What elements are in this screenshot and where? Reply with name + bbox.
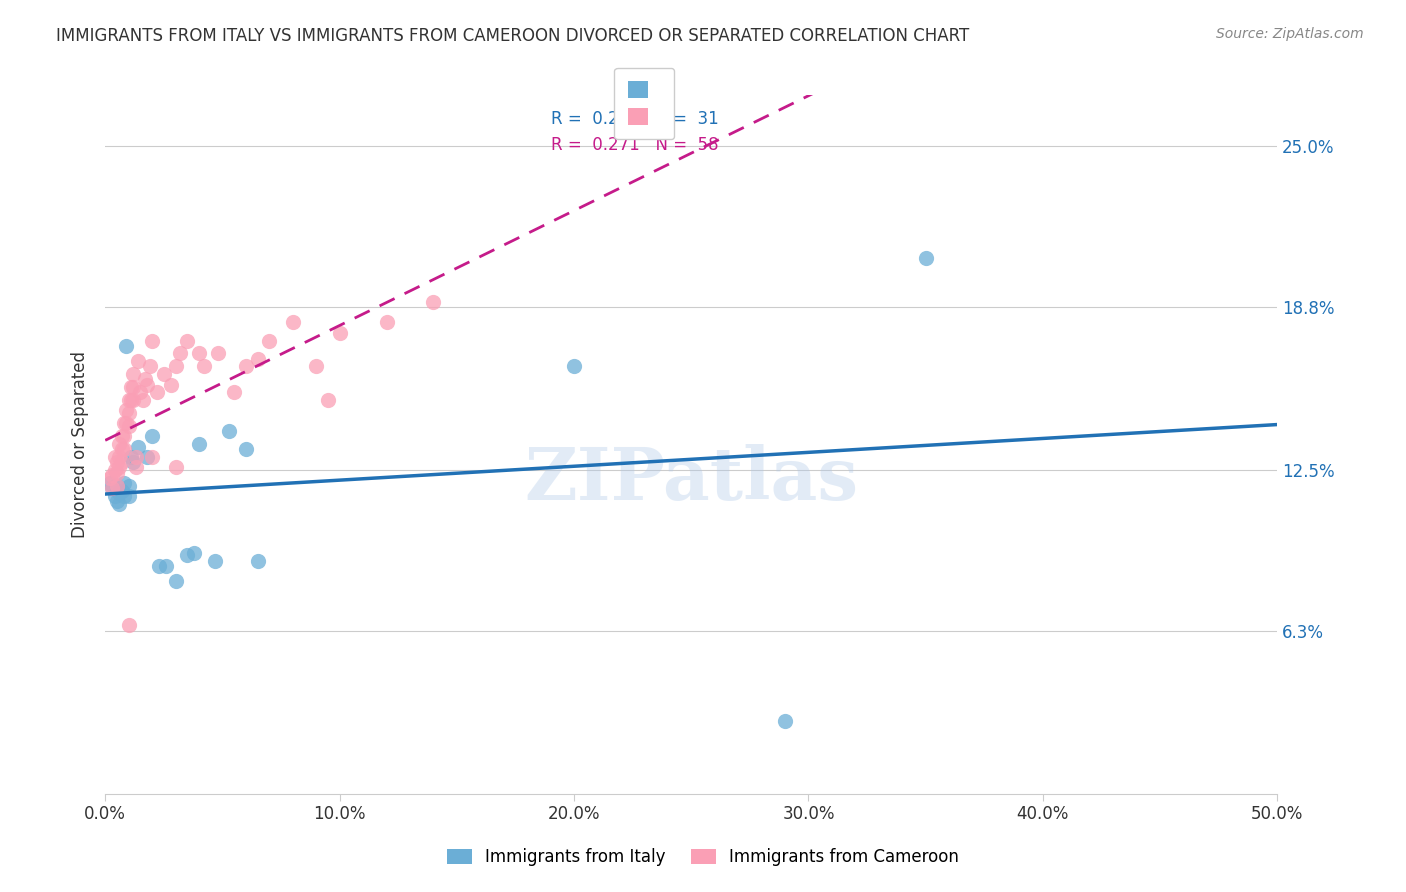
Point <box>108 497 131 511</box>
Point <box>165 359 187 374</box>
Point <box>127 440 149 454</box>
Point <box>118 419 141 434</box>
Point <box>136 450 159 464</box>
Point <box>115 403 138 417</box>
Point <box>146 385 169 400</box>
Point <box>281 315 304 329</box>
Point <box>103 450 125 464</box>
Point <box>111 455 134 469</box>
Point <box>141 429 163 443</box>
Point <box>141 450 163 464</box>
Point <box>103 489 125 503</box>
Point <box>134 372 156 386</box>
Point <box>112 489 135 503</box>
Point <box>112 475 135 490</box>
Point <box>105 478 128 492</box>
Point <box>105 494 128 508</box>
Point <box>155 558 177 573</box>
Point <box>105 455 128 469</box>
Text: R =  0.245   N =  31: R = 0.245 N = 31 <box>551 110 718 128</box>
Point <box>122 455 145 469</box>
Point <box>165 574 187 589</box>
Point <box>122 393 145 408</box>
Point <box>204 554 226 568</box>
Point <box>120 450 142 464</box>
Point <box>103 463 125 477</box>
Point <box>118 406 141 420</box>
Point <box>193 359 215 374</box>
Point <box>141 334 163 348</box>
Point <box>375 315 398 329</box>
Legend: , : , <box>614 68 675 139</box>
Point <box>101 468 124 483</box>
Point <box>101 481 124 495</box>
Point <box>112 417 135 431</box>
Text: R =  0.271   N =  58: R = 0.271 N = 58 <box>551 136 718 153</box>
Point <box>329 326 352 340</box>
Point <box>246 351 269 366</box>
Point <box>246 554 269 568</box>
Point <box>224 385 246 400</box>
Point <box>105 478 128 492</box>
Point <box>101 481 124 495</box>
Point <box>122 380 145 394</box>
Text: Source: ZipAtlas.com: Source: ZipAtlas.com <box>1216 27 1364 41</box>
Point <box>207 346 229 360</box>
Point <box>235 359 257 374</box>
Point <box>218 424 240 438</box>
Point <box>165 460 187 475</box>
Point <box>118 618 141 632</box>
Point <box>108 450 131 464</box>
Point <box>773 714 796 728</box>
Point <box>188 437 211 451</box>
Point <box>176 549 198 563</box>
Point <box>153 367 176 381</box>
Point <box>98 471 121 485</box>
Point <box>118 489 141 503</box>
Point <box>111 442 134 457</box>
Point <box>112 429 135 443</box>
Point <box>112 442 135 457</box>
Point <box>105 466 128 480</box>
Point <box>120 393 142 408</box>
Point <box>111 483 134 498</box>
Point <box>118 393 141 408</box>
Text: ZIPatlas: ZIPatlas <box>524 443 858 515</box>
Point <box>108 437 131 451</box>
Point <box>127 354 149 368</box>
Point <box>259 334 281 348</box>
Point <box>108 460 131 475</box>
Point <box>98 475 121 490</box>
Point <box>562 359 585 374</box>
Point <box>188 346 211 360</box>
Point <box>115 417 138 431</box>
Point <box>132 393 155 408</box>
Point <box>129 385 152 400</box>
Legend: Immigrants from Italy, Immigrants from Cameroon: Immigrants from Italy, Immigrants from C… <box>439 840 967 875</box>
Point <box>235 442 257 457</box>
Point <box>120 380 142 394</box>
Point <box>111 429 134 443</box>
Point <box>136 377 159 392</box>
Point <box>914 251 936 265</box>
Point <box>115 339 138 353</box>
Point <box>125 450 148 464</box>
Point <box>422 294 444 309</box>
Y-axis label: Divorced or Separated: Divorced or Separated <box>72 351 89 538</box>
Point <box>148 558 170 573</box>
Point <box>160 377 183 392</box>
Point <box>139 359 162 374</box>
Text: IMMIGRANTS FROM ITALY VS IMMIGRANTS FROM CAMEROON DIVORCED OR SEPARATED CORRELAT: IMMIGRANTS FROM ITALY VS IMMIGRANTS FROM… <box>56 27 970 45</box>
Point <box>305 359 328 374</box>
Point <box>118 478 141 492</box>
Point <box>169 346 191 360</box>
Point <box>316 393 339 408</box>
Point <box>183 546 205 560</box>
Point <box>108 486 131 500</box>
Point <box>122 367 145 381</box>
Point <box>176 334 198 348</box>
Point <box>125 460 148 475</box>
